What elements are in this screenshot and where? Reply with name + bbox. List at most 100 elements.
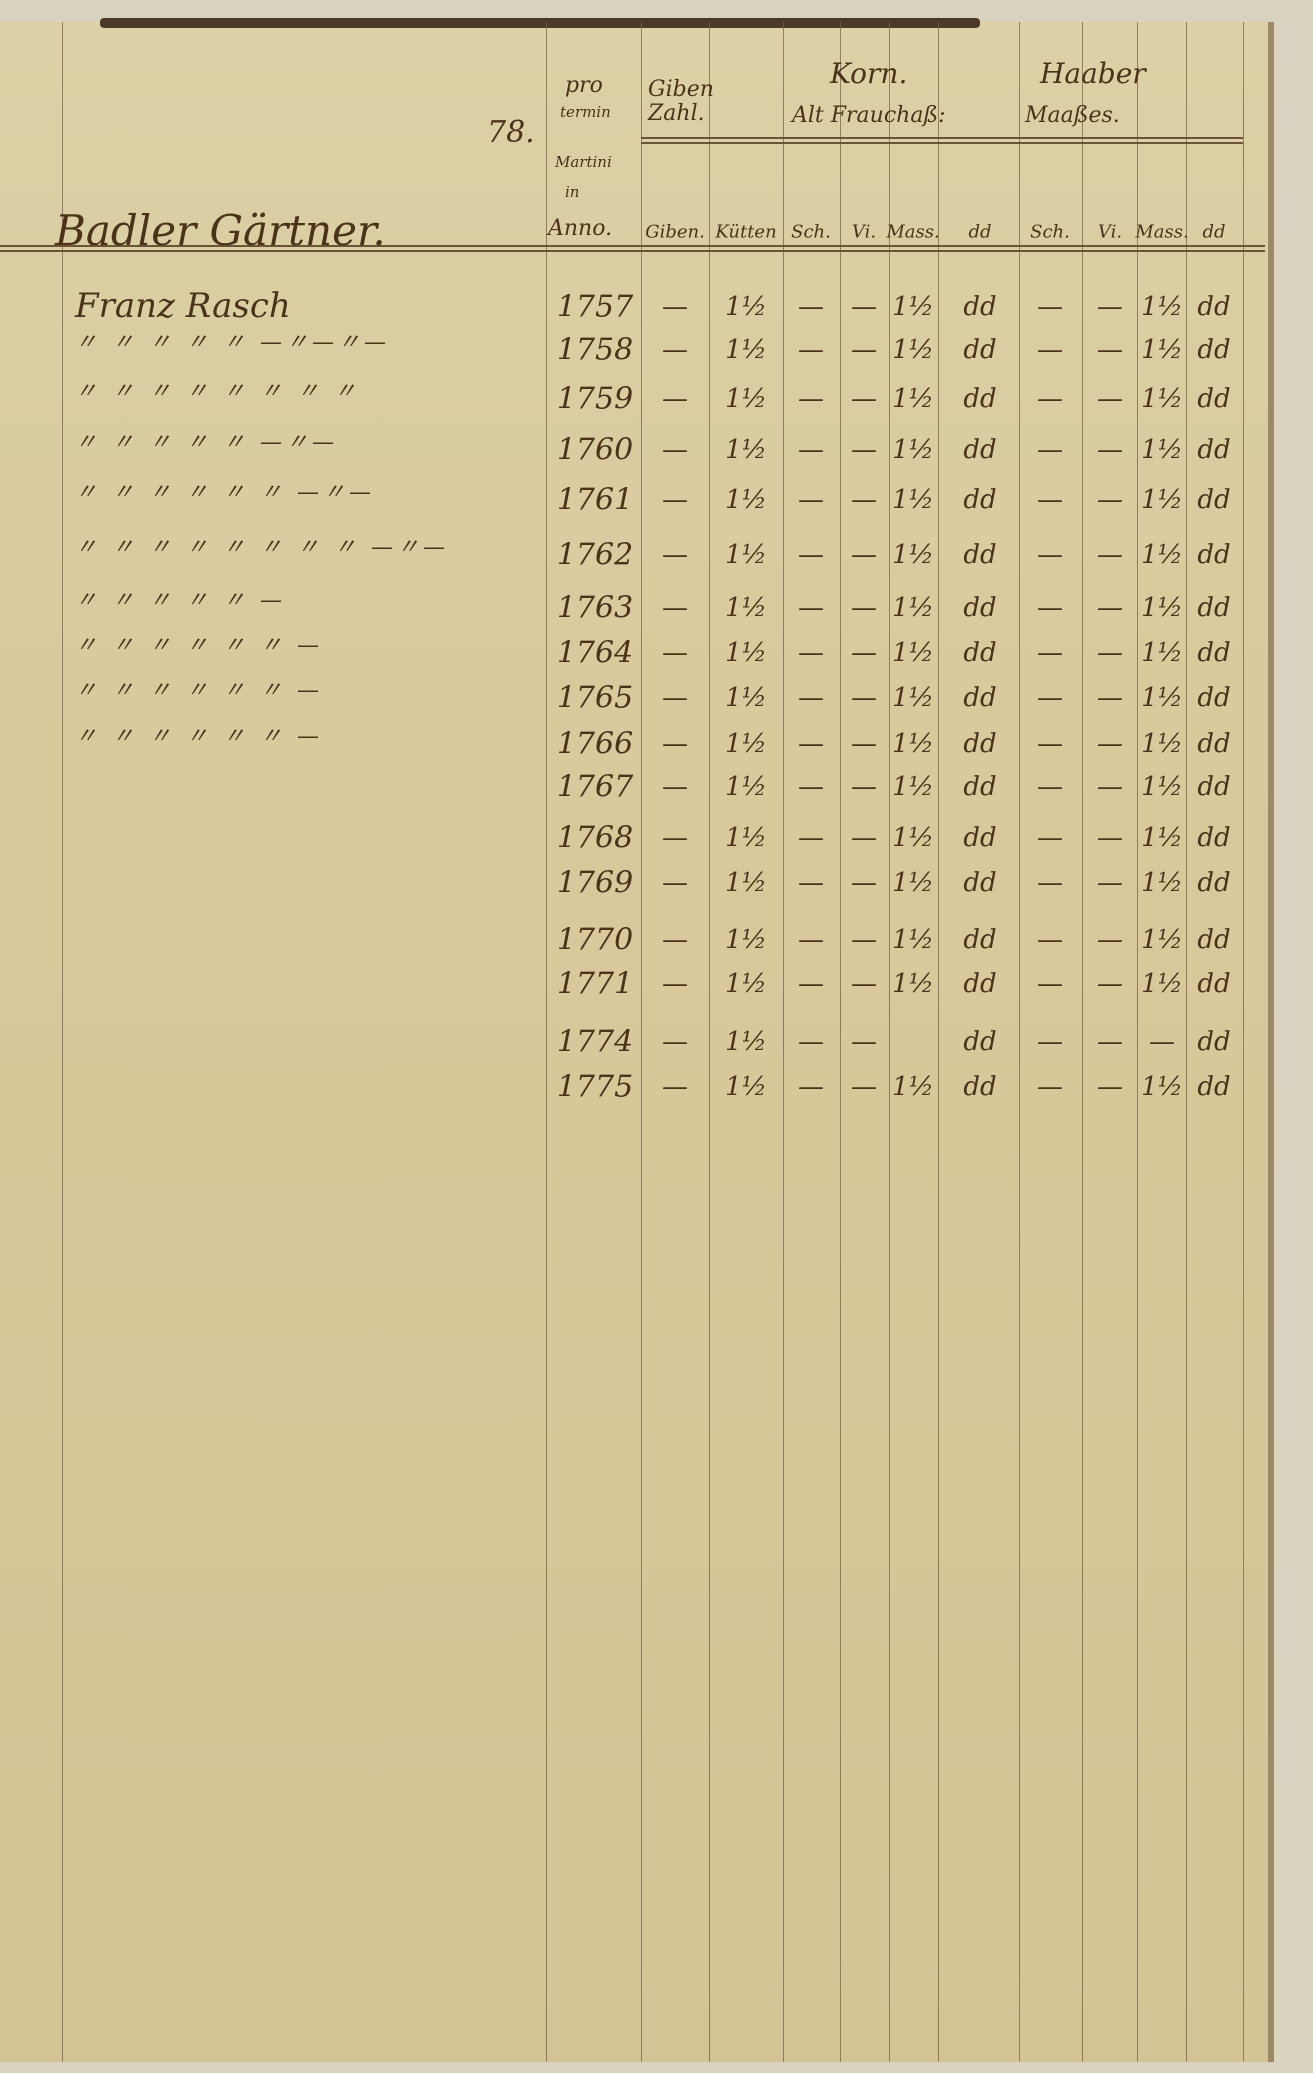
cell-h-vi: — <box>1097 683 1123 713</box>
row-year: 1757 <box>556 289 634 325</box>
header-term-5: Anno. <box>548 216 613 241</box>
section-title: Badler Gärtner. <box>55 206 386 255</box>
cell-h-mass: 1½ <box>1141 593 1183 623</box>
cell-k-dd: dd <box>963 969 997 999</box>
cell-h-mass: — <box>1149 1027 1175 1057</box>
cell-k-sch: — <box>798 335 824 365</box>
subheader-7: Vi. <box>1097 221 1123 243</box>
cell-k-vi: — <box>851 593 877 623</box>
header-alt-frauchass: Alt Frauchaß: <box>792 103 946 128</box>
cell-h-sch: — <box>1037 925 1063 955</box>
row-year: 1763 <box>556 590 634 626</box>
cell-h-dd: dd <box>1197 683 1231 713</box>
cell-h-dd: dd <box>1197 292 1231 322</box>
cell-h-vi: — <box>1097 292 1123 322</box>
cell-k-vi: — <box>851 925 877 955</box>
column-rule <box>889 22 890 2062</box>
cell-k-vi: — <box>851 868 877 898</box>
cell-h-sch: — <box>1037 638 1063 668</box>
cell-k-mass: 1½ <box>892 683 934 713</box>
cell-h-sch: — <box>1037 335 1063 365</box>
cell-k-vi: — <box>851 729 877 759</box>
cell-h-dd: dd <box>1197 772 1231 802</box>
cell-kutten: 1½ <box>725 925 767 955</box>
subheader-8: Mass. <box>1135 221 1189 243</box>
column-rule <box>1019 22 1020 2062</box>
cell-h-mass: 1½ <box>1141 729 1183 759</box>
cell-h-vi: — <box>1097 593 1123 623</box>
cell-k-mass: 1½ <box>892 540 934 570</box>
cell-k-vi: — <box>851 1027 877 1057</box>
cell-k-mass: 1½ <box>892 729 934 759</box>
cell-h-vi: — <box>1097 1027 1123 1057</box>
column-rule <box>1243 22 1244 2062</box>
cell-k-vi: — <box>851 540 877 570</box>
subheader-1: Kütten <box>715 221 777 243</box>
cell-kutten: 1½ <box>725 593 767 623</box>
cell-kutten: 1½ <box>725 1072 767 1102</box>
cell-giben: — <box>662 485 688 515</box>
cell-h-mass: 1½ <box>1141 823 1183 853</box>
cell-kutten: 1½ <box>725 435 767 465</box>
cell-k-sch: — <box>798 868 824 898</box>
column-rule <box>62 22 63 2062</box>
cell-k-dd: dd <box>963 925 997 955</box>
cell-kutten: 1½ <box>725 335 767 365</box>
cell-h-sch: — <box>1037 729 1063 759</box>
cell-kutten: 1½ <box>725 292 767 322</box>
cell-h-mass: 1½ <box>1141 868 1183 898</box>
cell-h-vi: — <box>1097 969 1123 999</box>
cell-h-sch: — <box>1037 772 1063 802</box>
cell-kutten: 1½ <box>725 868 767 898</box>
cell-k-sch: — <box>798 292 824 322</box>
cell-giben: — <box>662 384 688 414</box>
cell-h-mass: 1½ <box>1141 435 1183 465</box>
cell-k-dd: dd <box>963 384 997 414</box>
cell-h-vi: — <box>1097 823 1123 853</box>
cell-h-mass: 1½ <box>1141 925 1183 955</box>
row-name: 〃 〃 〃 〃 〃 〃 — <box>75 724 323 749</box>
row-year: 1768 <box>556 820 634 856</box>
cell-k-vi: — <box>851 969 877 999</box>
cell-h-mass: 1½ <box>1141 683 1183 713</box>
cell-k-vi: — <box>851 1072 877 1102</box>
cell-k-mass: 1½ <box>892 823 934 853</box>
cell-giben: — <box>662 638 688 668</box>
cell-kutten: 1½ <box>725 384 767 414</box>
cell-h-mass: 1½ <box>1141 335 1183 365</box>
cell-h-mass: 1½ <box>1141 969 1183 999</box>
header-term-1: pro <box>565 73 603 98</box>
row-year: 1765 <box>556 680 634 716</box>
cell-giben: — <box>662 868 688 898</box>
row-year: 1760 <box>556 432 634 468</box>
cell-h-vi: — <box>1097 384 1123 414</box>
row-name: Franz Rasch <box>75 286 291 326</box>
cell-h-vi: — <box>1097 772 1123 802</box>
column-rule <box>1186 22 1187 2062</box>
cell-kutten: 1½ <box>725 540 767 570</box>
header-rule <box>641 142 1243 144</box>
cell-giben: — <box>662 969 688 999</box>
row-name: 〃 〃 〃 〃 〃 —〃—〃— <box>75 330 390 355</box>
cell-h-sch: — <box>1037 1072 1063 1102</box>
cell-k-sch: — <box>798 823 824 853</box>
cell-k-mass: 1½ <box>892 1072 934 1102</box>
cell-k-mass: 1½ <box>892 868 934 898</box>
cell-h-mass: 1½ <box>1141 540 1183 570</box>
cell-k-dd: dd <box>963 638 997 668</box>
cell-k-vi: — <box>851 384 877 414</box>
cell-h-dd: dd <box>1197 1072 1231 1102</box>
row-name: 〃 〃 〃 〃 〃 —〃— <box>75 430 338 455</box>
header-rule <box>641 137 1243 139</box>
cell-h-sch: — <box>1037 540 1063 570</box>
subheader-0: Giben. <box>645 221 705 243</box>
cell-h-sch: — <box>1037 435 1063 465</box>
row-year: 1759 <box>556 381 634 417</box>
cell-k-dd: dd <box>963 1072 997 1102</box>
cell-k-sch: — <box>798 1027 824 1057</box>
cell-h-mass: 1½ <box>1141 384 1183 414</box>
row-year: 1775 <box>556 1069 634 1105</box>
row-name: 〃 〃 〃 〃 〃 〃 〃 〃 —〃— <box>75 535 449 560</box>
cell-h-sch: — <box>1037 683 1063 713</box>
header-term-3: Martini <box>555 153 612 171</box>
